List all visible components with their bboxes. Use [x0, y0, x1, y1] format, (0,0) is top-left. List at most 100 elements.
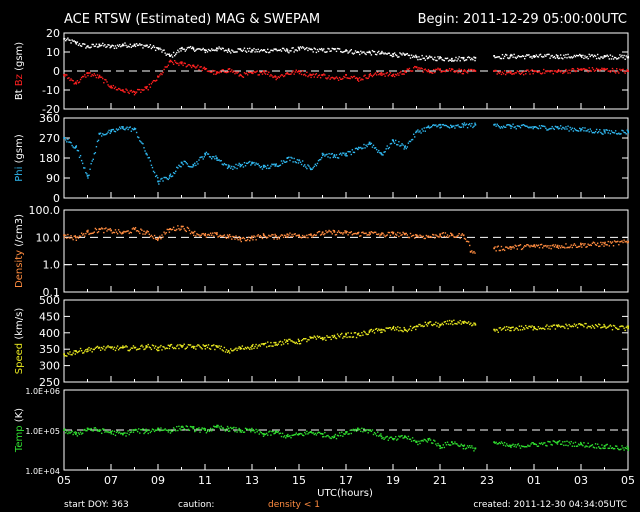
temp-data-point — [609, 445, 612, 447]
temp-data-point — [384, 437, 386, 439]
speed-data-point — [342, 337, 344, 339]
temp-data-point — [304, 431, 306, 434]
speed-data-point — [151, 344, 154, 346]
mag-data-point — [120, 45, 122, 48]
temp-data-point-anchor — [180, 426, 183, 428]
mag-data-point-anchor — [110, 85, 112, 88]
mag-data-point-anchor — [227, 68, 230, 71]
density-data-point — [217, 236, 219, 238]
mag-data-point — [344, 50, 346, 53]
mag-data-point — [406, 68, 409, 70]
phi-data-point — [193, 165, 195, 167]
mag-data-point — [289, 73, 291, 76]
mag-data-point — [539, 53, 542, 56]
phi-data-point — [344, 154, 346, 156]
speed-data-point — [394, 327, 397, 329]
temp-data-point — [199, 431, 201, 433]
temp-data-point — [226, 425, 229, 428]
density-data-point-anchor — [427, 235, 430, 238]
mag-data-point — [130, 46, 133, 49]
density-data-point — [308, 233, 310, 236]
phi-data-point — [189, 166, 192, 168]
mag-data-point — [511, 54, 513, 56]
mag-data-point — [402, 52, 404, 54]
phi-data-point — [107, 131, 109, 133]
density-data-point — [571, 246, 573, 249]
mag-data-point — [424, 59, 427, 61]
density-data-point — [466, 240, 469, 243]
phi-data-point — [133, 127, 136, 129]
phi-data-point — [314, 163, 317, 166]
mag-data-point — [67, 37, 69, 39]
temp-data-point — [568, 441, 570, 443]
mag-data-point — [394, 73, 397, 76]
speed-data-point — [103, 345, 105, 348]
mag-data-point — [608, 58, 611, 60]
mag-data-point — [386, 71, 388, 74]
mag-data-point — [231, 49, 233, 51]
speed-data-point — [222, 350, 225, 352]
temp-data-point — [279, 432, 282, 434]
temp-data-point — [336, 434, 339, 437]
mag-data-point — [343, 75, 345, 78]
phi-data-point — [93, 153, 96, 155]
mag-data-point — [283, 49, 286, 51]
temp-data-point — [514, 444, 516, 446]
mag-data-point — [163, 49, 165, 51]
phi-data-point — [77, 150, 80, 152]
density-data-point — [433, 234, 435, 236]
mag-data-point-anchor — [239, 74, 242, 76]
phi-data-point — [425, 126, 428, 129]
mag-data-point — [132, 90, 135, 93]
speed-data-point — [187, 344, 190, 346]
density-data-point — [129, 231, 131, 234]
phi-data-point — [609, 132, 612, 135]
mag-data-point — [251, 51, 253, 53]
speed-data-point — [533, 327, 535, 330]
speed-data-point — [515, 327, 517, 329]
temp-data-point — [623, 449, 625, 451]
phi-data-point — [336, 157, 339, 159]
temp-data-point — [293, 434, 295, 436]
speed-data-point — [619, 325, 621, 328]
temp-data-point — [78, 433, 81, 435]
mag-data-point-anchor — [309, 48, 312, 51]
speed-data-point — [78, 350, 81, 352]
speed-data-point — [241, 345, 244, 347]
phi-data-point — [161, 177, 163, 180]
mag-data-point — [563, 54, 565, 57]
temp-data-point — [396, 439, 398, 441]
mag-data-point — [449, 70, 452, 72]
temp-data-point — [191, 426, 194, 428]
temp-data-point — [104, 431, 106, 433]
temp-data-point-anchor — [274, 431, 277, 433]
mag-data-point-anchor — [63, 37, 65, 40]
mag-data-point — [178, 64, 180, 66]
density-data-point — [394, 233, 397, 235]
density-data-point — [123, 230, 125, 233]
density-data-point — [419, 234, 421, 236]
temp-data-point — [513, 445, 515, 448]
density-data-point — [340, 232, 342, 234]
mag-data-point — [265, 70, 268, 73]
phi-data-point — [387, 147, 389, 150]
mag-data-point — [619, 54, 621, 56]
density-data-point — [146, 230, 148, 232]
speed-data-point — [585, 322, 587, 325]
density-data-point — [287, 235, 289, 238]
mag-data-point — [165, 54, 167, 56]
temp-data-point — [166, 429, 168, 432]
temp-data-point — [280, 435, 283, 438]
density-data-point — [293, 233, 295, 236]
temp-data-point — [464, 448, 467, 450]
temp-data-point — [83, 429, 85, 431]
mag-data-point — [225, 71, 228, 74]
speed-data-point — [302, 338, 305, 340]
temp-data-point — [453, 442, 455, 445]
temp-data-point — [253, 429, 255, 432]
temp-data-point — [159, 430, 161, 432]
speed-data-point — [172, 347, 175, 350]
mag-data-point — [427, 68, 430, 71]
speed-data-point-anchor — [110, 346, 112, 349]
temp-data-point — [231, 427, 233, 430]
